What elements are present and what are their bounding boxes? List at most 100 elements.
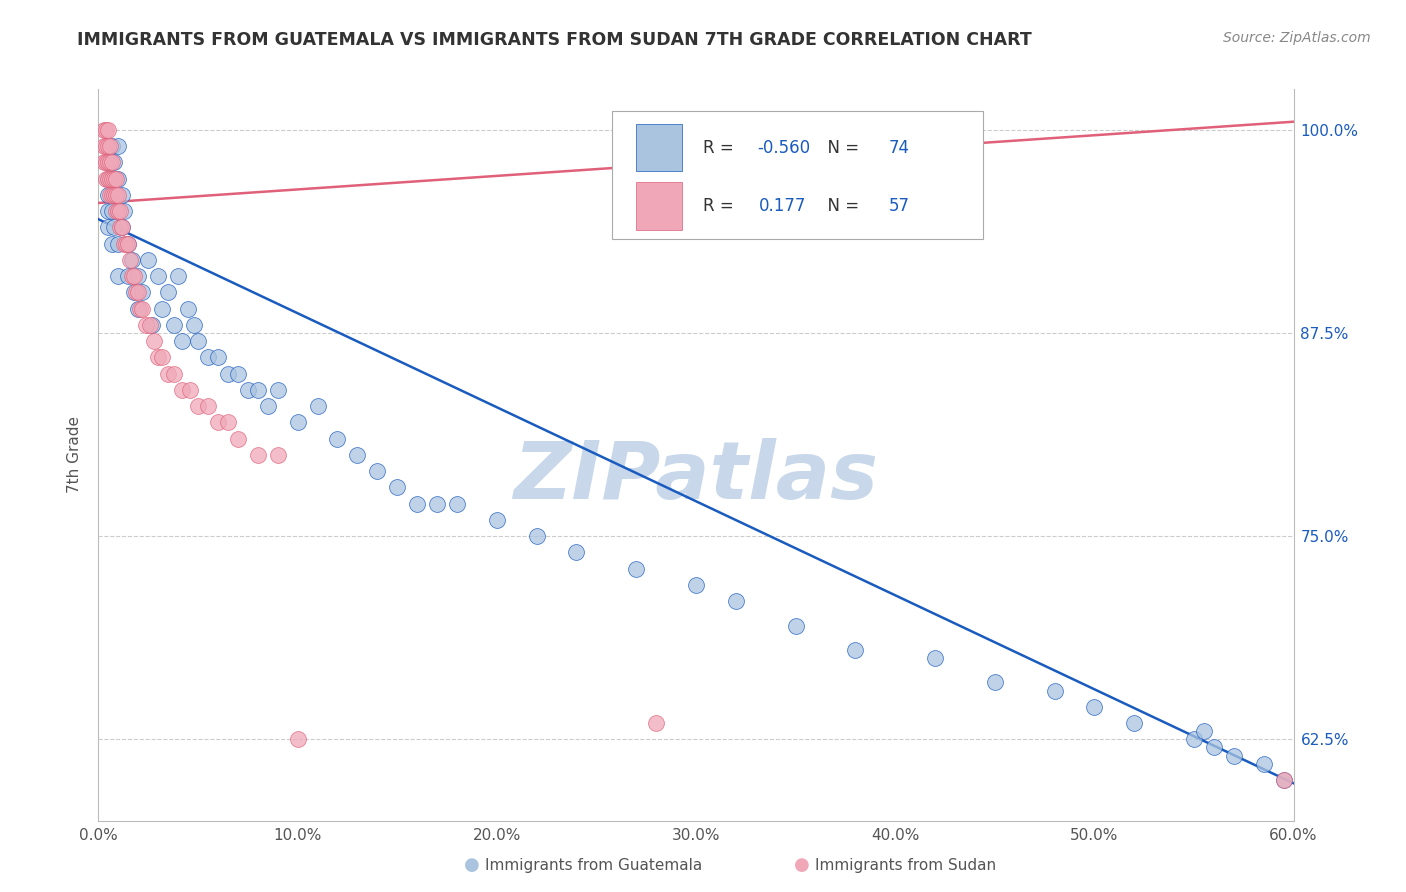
- Text: 57: 57: [889, 197, 910, 215]
- Point: [125, 285, 148, 300]
- Point: [924, 651, 946, 665]
- Point: [267, 383, 290, 397]
- Point: [131, 301, 153, 316]
- Point: [163, 367, 186, 381]
- Point: [326, 432, 349, 446]
- Point: [117, 236, 139, 251]
- Point: [131, 285, 153, 300]
- Text: 0.177: 0.177: [759, 197, 807, 215]
- Point: [105, 204, 128, 219]
- Point: [107, 269, 129, 284]
- Point: [93, 123, 115, 137]
- Point: [163, 318, 186, 332]
- Point: [103, 155, 125, 169]
- Point: [724, 594, 747, 608]
- Point: [217, 367, 239, 381]
- Point: [107, 187, 129, 202]
- Text: ●: ●: [464, 855, 479, 873]
- Y-axis label: 7th Grade: 7th Grade: [67, 417, 83, 493]
- Point: [172, 383, 194, 397]
- Point: [101, 204, 124, 219]
- Point: [1083, 699, 1105, 714]
- Point: [246, 448, 269, 462]
- Point: [157, 285, 180, 300]
- Point: [101, 139, 124, 153]
- Point: [645, 716, 668, 731]
- Point: [112, 236, 135, 251]
- Point: [1272, 772, 1295, 787]
- Point: [98, 171, 122, 186]
- Point: [150, 351, 173, 365]
- Point: [226, 367, 249, 381]
- Point: [485, 513, 508, 527]
- Point: [98, 187, 122, 202]
- Point: [120, 252, 142, 267]
- Point: [141, 318, 163, 332]
- Point: [97, 220, 120, 235]
- Point: [1123, 716, 1146, 731]
- Point: [844, 643, 866, 657]
- Point: [1043, 683, 1066, 698]
- Point: [121, 269, 143, 284]
- Point: [121, 252, 143, 267]
- Text: N =: N =: [817, 197, 865, 215]
- Point: [129, 301, 152, 316]
- Point: [115, 236, 138, 251]
- Point: [565, 545, 588, 559]
- Point: [1192, 724, 1215, 739]
- Point: [103, 171, 125, 186]
- Point: [107, 236, 129, 251]
- Text: -0.560: -0.560: [756, 139, 810, 157]
- Text: ●: ●: [794, 855, 810, 873]
- Point: [111, 220, 134, 235]
- Bar: [637, 183, 682, 230]
- Point: [267, 448, 290, 462]
- Point: [226, 432, 249, 446]
- Point: [103, 187, 125, 202]
- Point: [96, 171, 118, 186]
- Point: [127, 269, 149, 284]
- Point: [124, 269, 146, 284]
- Point: [93, 155, 115, 169]
- Point: [97, 187, 120, 202]
- Point: [197, 399, 219, 413]
- Point: [103, 187, 125, 202]
- Point: [139, 318, 162, 332]
- Point: [143, 334, 166, 348]
- Point: [183, 318, 205, 332]
- Point: [97, 155, 120, 169]
- Point: [111, 220, 134, 235]
- Point: [626, 562, 648, 576]
- Point: [207, 351, 229, 365]
- Point: [107, 139, 129, 153]
- Point: [1202, 740, 1225, 755]
- Point: [167, 269, 190, 284]
- Point: [97, 204, 120, 219]
- Point: [785, 618, 807, 632]
- Point: [110, 204, 132, 219]
- Text: R =: R =: [703, 139, 740, 157]
- Point: [187, 334, 209, 348]
- Point: [217, 416, 239, 430]
- Point: [246, 383, 269, 397]
- Point: [97, 123, 120, 137]
- FancyBboxPatch shape: [613, 112, 983, 239]
- Point: [346, 448, 368, 462]
- Point: [157, 367, 180, 381]
- Point: [1223, 748, 1246, 763]
- Point: [98, 139, 122, 153]
- Point: [148, 351, 170, 365]
- Text: Source: ZipAtlas.com: Source: ZipAtlas.com: [1223, 31, 1371, 45]
- Point: [96, 123, 118, 137]
- Point: [93, 139, 115, 153]
- Text: Immigrants from Guatemala: Immigrants from Guatemala: [485, 858, 703, 872]
- Point: [307, 399, 329, 413]
- Point: [98, 155, 122, 169]
- Point: [101, 187, 124, 202]
- Text: Immigrants from Sudan: Immigrants from Sudan: [815, 858, 997, 872]
- Point: [97, 139, 120, 153]
- Point: [256, 399, 278, 413]
- Point: [287, 732, 309, 747]
- Point: [172, 334, 194, 348]
- Point: [127, 285, 149, 300]
